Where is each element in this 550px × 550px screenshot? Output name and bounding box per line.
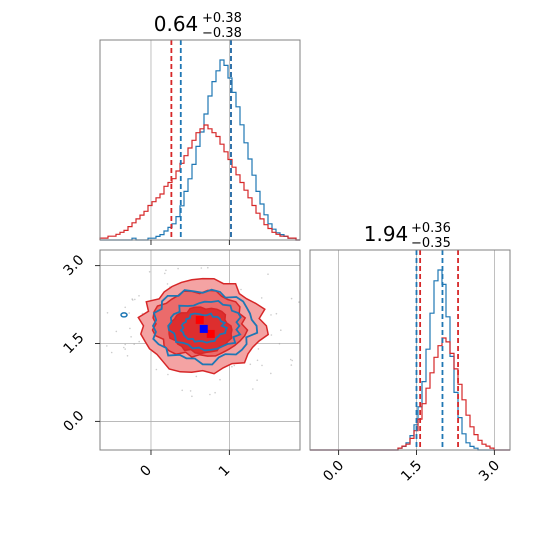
- y-tick-label: 1.5: [60, 330, 87, 357]
- contour-blue-level: [151, 288, 259, 366]
- scatter-point: [138, 295, 140, 297]
- hist-1-frame: [99, 39, 301, 241]
- scatter-point: [200, 267, 203, 269]
- contour-blue-level: [167, 299, 242, 352]
- scatter-point: [257, 348, 260, 350]
- scatter-point: [123, 346, 125, 349]
- x-tick-label: 3.0: [476, 458, 503, 485]
- scatter-point: [207, 266, 209, 269]
- density-red-square: [195, 315, 204, 324]
- x-tick-label: 1: [216, 462, 234, 480]
- scatter-point: [270, 314, 272, 316]
- hist-2-title-upper: +0.36: [411, 221, 451, 236]
- scatter-point: [134, 298, 136, 301]
- hist-1-blue-series: [100, 59, 300, 241]
- scatter-point: [124, 306, 126, 309]
- scatter-point: [261, 364, 263, 367]
- scatter-point: [130, 336, 132, 338]
- hist-2-red-series: [310, 337, 510, 451]
- scatter-point: [270, 372, 272, 375]
- scatter-points: [106, 266, 300, 398]
- scatter-point: [155, 368, 158, 371]
- scatter-point: [231, 365, 233, 368]
- hist-1-red-series: [99, 124, 300, 241]
- scatter-point: [167, 373, 169, 376]
- contour-blue-series: [120, 288, 259, 366]
- scatter-point: [219, 378, 221, 381]
- scatter-point: [233, 364, 236, 367]
- scatter-point: [133, 343, 135, 346]
- contour-blue-island: [120, 312, 128, 318]
- x-tick-label: 0: [137, 462, 155, 480]
- scatter-point: [256, 379, 258, 382]
- scatter-point: [256, 359, 259, 362]
- hist-2-title-value: 1.94: [364, 222, 409, 246]
- scatter-point: [290, 364, 293, 366]
- scatter-point: [252, 388, 254, 390]
- hist-panel-1: 0.64 +0.38 −0.38: [99, 11, 301, 245]
- scatter-point: [129, 327, 131, 330]
- scatter-point: [260, 297, 263, 299]
- scatter-point: [177, 267, 179, 270]
- x-tick-label: 1.5: [398, 458, 425, 485]
- y-tick-label: 3.0: [60, 252, 87, 279]
- scatter-point: [195, 375, 198, 378]
- scatter-point: [291, 359, 294, 362]
- scatter-point: [249, 363, 252, 366]
- hist-1-title: 0.64: [154, 12, 199, 36]
- scatter-point: [126, 355, 129, 357]
- scatter-point: [128, 312, 130, 314]
- scatter-point: [131, 298, 133, 300]
- hist-panel-2: 0.0 1.5 3.0 1.94 +0.36 −0.35: [309, 221, 511, 485]
- hist-1-title-lower: −0.38: [202, 26, 242, 41]
- scatter-point: [280, 329, 282, 332]
- scatter-point: [275, 312, 278, 315]
- scatter-point: [191, 395, 193, 398]
- contour-blue-level: [179, 312, 229, 344]
- scatter-point: [214, 391, 216, 394]
- scatter-point: [165, 269, 167, 272]
- hist-2-blue-series: [310, 269, 510, 451]
- scatter-point: [115, 330, 118, 333]
- x-tick-label: 0.0: [320, 458, 347, 485]
- contour-panel: 0 1 0.0 1.5 3.0: [60, 249, 301, 480]
- y-tick-label: 0.0: [60, 408, 87, 435]
- density-blue-square: [199, 324, 208, 333]
- scatter-point: [148, 271, 151, 273]
- scatter-point: [290, 297, 293, 300]
- scatter-point: [110, 351, 113, 354]
- scatter-point: [298, 301, 300, 303]
- scatter-point: [164, 272, 166, 275]
- hist-2-title-lower: −0.35: [411, 236, 451, 251]
- scatter-point: [278, 342, 281, 345]
- scatter-point: [289, 358, 292, 361]
- contour-frame: [99, 249, 301, 451]
- scatter-point: [181, 389, 183, 392]
- hist-1-title-upper: +0.38: [202, 11, 242, 26]
- scatter-point: [166, 283, 169, 285]
- hist-1-title-value: 0.64: [154, 12, 199, 36]
- scatter-point: [209, 393, 211, 396]
- scatter-point: [106, 345, 108, 347]
- hist-2-frame: [309, 249, 511, 451]
- scatter-point: [189, 390, 192, 392]
- scatter-point: [267, 273, 269, 276]
- scatter-point: [106, 312, 109, 314]
- scatter-point: [270, 334, 273, 336]
- scatter-point: [124, 348, 126, 350]
- density-red-square: [206, 329, 215, 338]
- scatter-point: [240, 288, 242, 291]
- scatter-point: [124, 343, 126, 346]
- scatter-point: [138, 340, 140, 343]
